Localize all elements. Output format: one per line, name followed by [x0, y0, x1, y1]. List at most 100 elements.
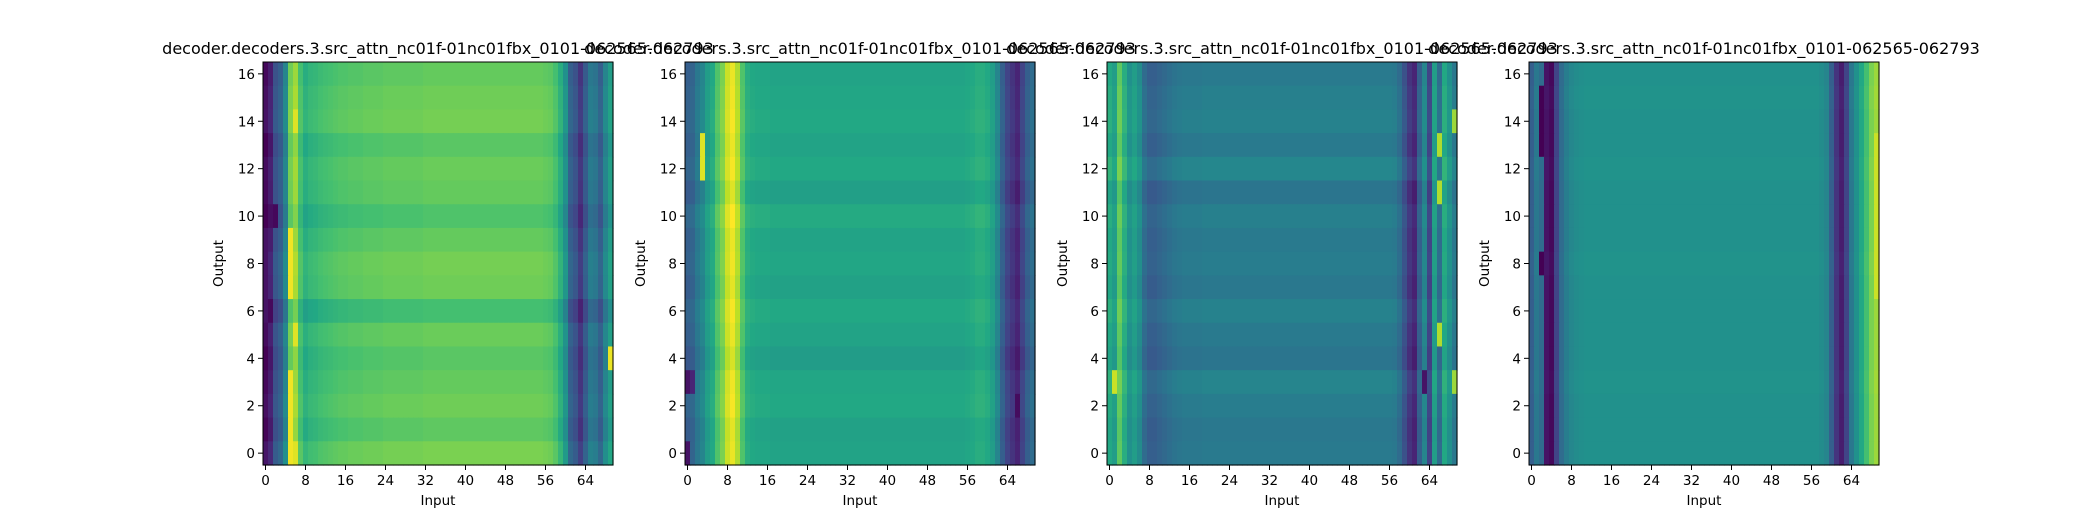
- heatmap-cell: [1769, 251, 1775, 276]
- heatmap-cell: [1357, 417, 1363, 442]
- heatmap-cell: [263, 299, 269, 324]
- heatmap-cell: [1724, 109, 1730, 134]
- heatmap-cell: [700, 85, 706, 111]
- heatmap-cell: [725, 133, 731, 158]
- heatmap-cell: [990, 417, 996, 442]
- heatmap-cell: [453, 417, 459, 442]
- heatmap-cell: [820, 180, 826, 205]
- heatmap-cell: [1452, 204, 1458, 229]
- heatmap-cell: [975, 299, 981, 324]
- heatmap-cell: [543, 109, 549, 134]
- heatmap-cell: [1614, 393, 1620, 419]
- heatmap-cell: [1814, 62, 1820, 87]
- heatmap-cell: [558, 275, 564, 300]
- heatmap-cell: [1397, 62, 1403, 87]
- heatmap-cell: [1227, 299, 1233, 324]
- heatmap-cell: [1744, 180, 1750, 205]
- heatmap-cell: [1589, 204, 1595, 229]
- heatmap-cell: [795, 180, 801, 205]
- heatmap-cell: [785, 62, 791, 87]
- heatmap-cell: [518, 346, 524, 371]
- heatmap-cell: [1804, 370, 1810, 395]
- heatmap-cell: [1544, 156, 1550, 182]
- heatmap-cell: [358, 227, 364, 253]
- heatmap-cell: [775, 180, 781, 205]
- heatmap-cell: [1342, 299, 1348, 324]
- heatmap-cell: [800, 322, 806, 348]
- heatmap-cell: [1272, 417, 1278, 442]
- heatmap-cell: [1574, 417, 1580, 442]
- heatmap-cell: [1819, 156, 1825, 182]
- heatmap-cell: [1614, 62, 1620, 87]
- heatmap-cell: [1574, 227, 1580, 253]
- heatmap-cell: [1589, 156, 1595, 182]
- heatmap-cells: [1107, 62, 1458, 466]
- heatmap-cell: [483, 109, 489, 134]
- heatmap-cell: [990, 322, 996, 348]
- heatmap-cell: [398, 275, 404, 300]
- heatmap-cell: [875, 204, 881, 229]
- heatmap-cell: [263, 393, 269, 419]
- heatmap-cell: [593, 133, 599, 158]
- heatmap-cell: [1397, 204, 1403, 229]
- heatmap-cell: [1729, 227, 1735, 253]
- heatmap-cell: [835, 251, 841, 276]
- heatmap-cell: [1117, 251, 1123, 276]
- heatmap-cell: [865, 62, 871, 87]
- heatmap-cell: [1569, 85, 1575, 111]
- heatmap-cell: [1824, 299, 1830, 324]
- heatmap-cell: [1347, 346, 1353, 371]
- heatmap-cell: [473, 85, 479, 111]
- heatmap-cell: [1362, 417, 1368, 442]
- heatmap-cell: [1569, 417, 1575, 442]
- heatmap-cell: [1669, 251, 1675, 276]
- heatmap-cell: [1447, 227, 1453, 253]
- heatmap-cell: [710, 204, 716, 229]
- heatmap-cell: [1699, 346, 1705, 371]
- heatmap-cell: [1849, 393, 1855, 419]
- heatmap-cell: [1719, 204, 1725, 229]
- heatmap-cell: [1382, 346, 1388, 371]
- heatmap-cell: [1122, 85, 1128, 111]
- heatmap-cell: [940, 133, 946, 158]
- heatmap-cell: [1117, 85, 1123, 111]
- heatmap-cell: [1162, 180, 1168, 205]
- heatmap-cell: [1015, 393, 1021, 419]
- heatmap-cell: [995, 133, 1001, 158]
- heatmap-cell: [710, 346, 716, 371]
- heatmap-cell: [730, 227, 736, 253]
- heatmap-cell: [363, 85, 369, 111]
- heatmap-cell: [268, 417, 274, 442]
- heatmap-cell: [685, 275, 691, 300]
- heatmap-cell: [915, 417, 921, 442]
- heatmap-cell: [1217, 85, 1223, 111]
- heatmap-cell: [468, 180, 474, 205]
- heatmap-cell: [755, 133, 761, 158]
- heatmap-cell: [1132, 227, 1138, 253]
- heatmap-cell: [1599, 227, 1605, 253]
- heatmap-cell: [483, 62, 489, 87]
- heatmap-cell: [408, 180, 414, 205]
- heatmap-cell: [1834, 180, 1840, 205]
- heatmap-cell: [945, 417, 951, 442]
- heatmap-cell: [795, 109, 801, 134]
- heatmap-cell: [1554, 62, 1560, 87]
- heatmap-cell: [1172, 109, 1178, 134]
- heatmap-cell: [558, 227, 564, 253]
- heatmap-cell: [1669, 133, 1675, 158]
- heatmap-cell: [1202, 299, 1208, 324]
- heatmap-cell: [910, 417, 916, 442]
- heatmap-cell: [930, 370, 936, 395]
- heatmap-cell: [1217, 133, 1223, 158]
- heatmap-cell: [735, 370, 741, 395]
- heatmap-cell: [1704, 227, 1710, 253]
- heatmap-cell: [1147, 417, 1153, 442]
- heatmap-cell: [428, 85, 434, 111]
- heatmap-cell: [1447, 441, 1453, 466]
- heatmap-cell: [830, 346, 836, 371]
- heatmap-cell: [478, 299, 484, 324]
- heatmap-cell: [408, 441, 414, 466]
- heatmap-cell: [865, 441, 871, 466]
- heatmap-cell: [880, 62, 886, 87]
- heatmap-cell: [715, 85, 721, 111]
